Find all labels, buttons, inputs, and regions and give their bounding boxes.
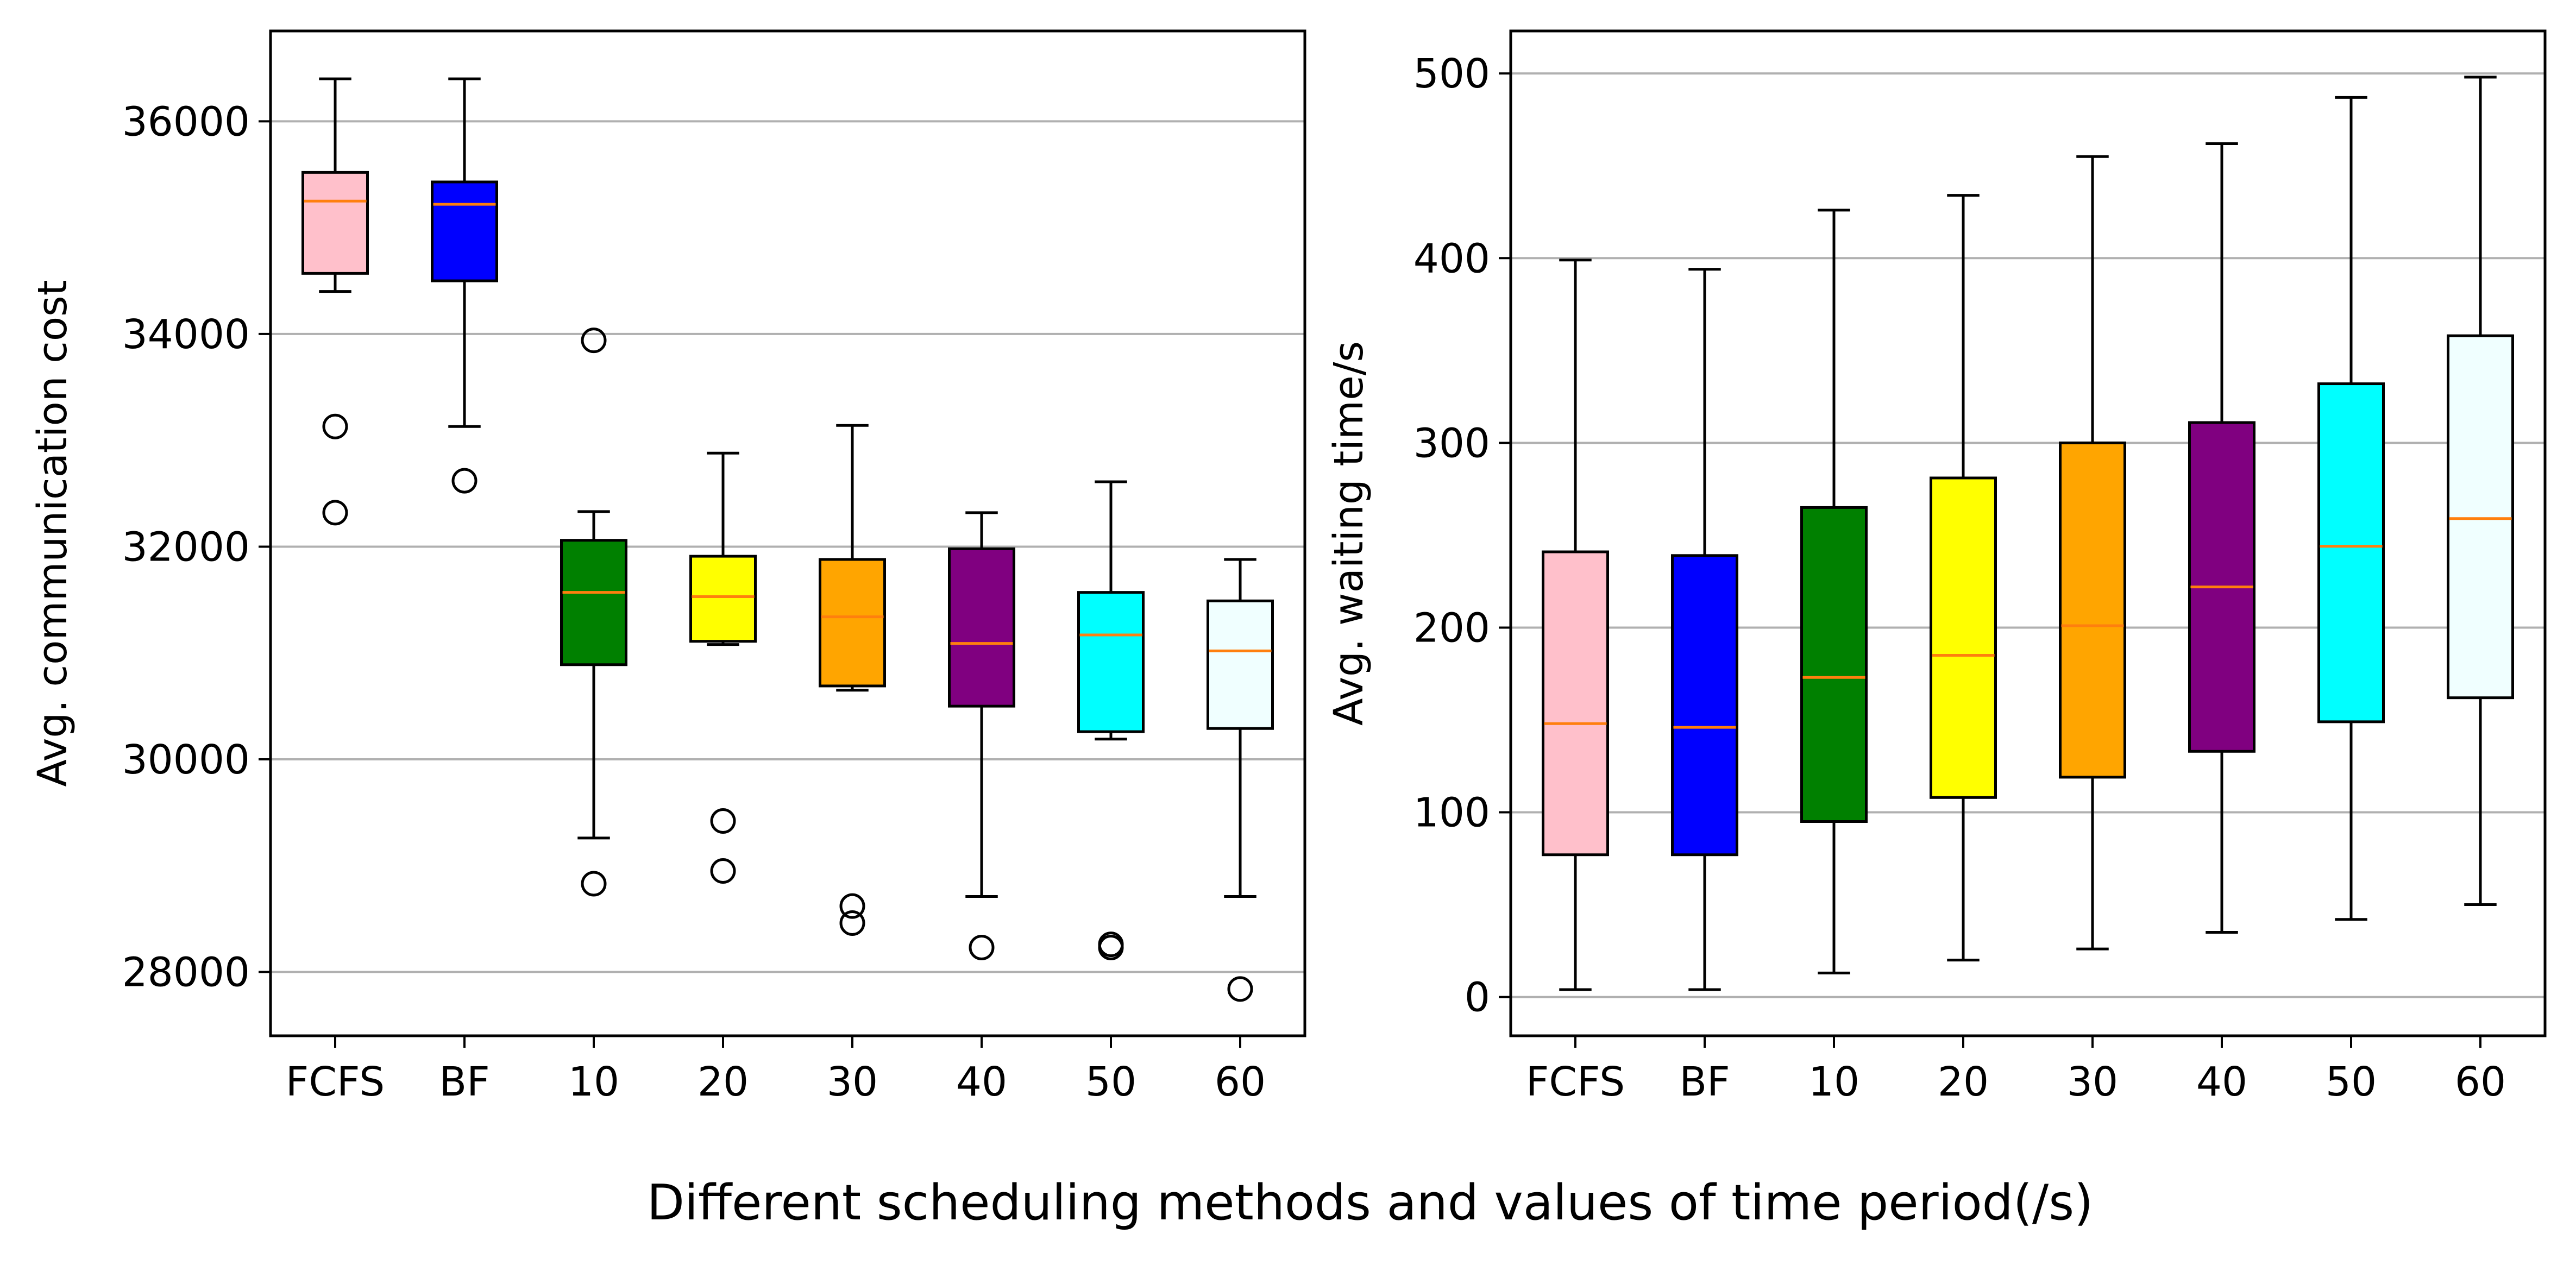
left-y-tick-label-30000: 30000 xyxy=(122,737,250,783)
shared-x-axis-label: Different scheduling methods and values … xyxy=(647,1174,2094,1231)
right-x-ticks: FCFS BF 10 20 30 40 50 60 xyxy=(1526,1036,2506,1105)
right-plot-frame xyxy=(1509,29,2547,1037)
box-body xyxy=(1207,599,1274,730)
left-box-40 xyxy=(948,511,1015,961)
left-box-10 xyxy=(560,328,627,897)
right-x-tick-label-40: 40 xyxy=(2196,1059,2247,1105)
left-x-tick-label-FCFS: FCFS xyxy=(286,1059,385,1105)
right-box-BF xyxy=(1671,268,1738,991)
flier-point xyxy=(969,935,995,961)
flier-point xyxy=(710,808,736,834)
left-x-tick-label-20: 20 xyxy=(698,1059,749,1105)
right-y-tick-label-200: 200 xyxy=(1413,605,1490,651)
left-y-tick-label-34000: 34000 xyxy=(122,311,250,358)
right-x-tick-label-50: 50 xyxy=(2326,1059,2377,1105)
right-x-tick-label-60: 60 xyxy=(2455,1059,2506,1105)
box-body xyxy=(431,180,498,282)
box-body xyxy=(2317,382,2385,723)
box-body xyxy=(1077,591,1145,733)
box-body xyxy=(948,547,1015,708)
flier-point xyxy=(451,468,477,494)
right-y-tick-label-100: 100 xyxy=(1413,790,1490,836)
box-body xyxy=(301,171,369,275)
right-y-tick-label-500: 500 xyxy=(1413,51,1490,97)
left-x-ticks: FCFS BF 10 20 30 40 50 60 xyxy=(286,1036,1266,1105)
flier-point xyxy=(322,413,348,439)
left-y-tick-label-32000: 32000 xyxy=(122,524,250,570)
right-y-ticks: 0 100 200 300 400 500 xyxy=(1413,51,1511,1021)
left-box-50 xyxy=(1077,480,1145,961)
box-body xyxy=(1800,506,1868,823)
left-y-tick-label-36000: 36000 xyxy=(122,98,250,145)
box-body xyxy=(2059,441,2126,779)
flier-point xyxy=(581,328,607,354)
right-y-axis-label: Avg. waiting time/s xyxy=(1325,341,1372,726)
right-y-tick-label-0: 0 xyxy=(1465,974,1490,1021)
left-y-axis-label: Avg. communication cost xyxy=(29,280,76,786)
right-box-60 xyxy=(2447,75,2514,907)
right-x-tick-label-20: 20 xyxy=(1938,1059,1989,1105)
left-boxplots xyxy=(301,77,1274,1002)
left-x-tick-label-60: 60 xyxy=(1215,1059,1266,1105)
right-x-tick-label-10: 10 xyxy=(1808,1059,1859,1105)
left-x-tick-label-40: 40 xyxy=(956,1059,1007,1105)
box-body xyxy=(1542,550,1609,857)
right-box-30 xyxy=(2059,155,2126,951)
left-x-tick-label-BF: BF xyxy=(439,1059,489,1105)
right-x-tick-label-FCFS: FCFS xyxy=(1526,1059,1625,1105)
right-x-tick-label-30: 30 xyxy=(2067,1059,2118,1105)
left-gridlines xyxy=(271,120,1305,973)
left-box-30 xyxy=(819,424,886,936)
right-box-50 xyxy=(2317,96,2385,921)
flier-point xyxy=(581,871,607,897)
left-x-tick-label-10: 10 xyxy=(568,1059,619,1105)
right-boxplots xyxy=(1542,75,2514,991)
right-x-tick-label-BF: BF xyxy=(1679,1059,1730,1105)
left-y-ticks: 28000 30000 32000 34000 36000 xyxy=(122,98,271,996)
box-body xyxy=(560,539,627,666)
flier-point xyxy=(710,858,736,884)
left-plot-frame xyxy=(269,29,1306,1037)
left-x-tick-label-50: 50 xyxy=(1085,1059,1136,1105)
flier-point xyxy=(839,910,865,936)
right-box-20 xyxy=(1930,194,1997,962)
right-box-FCFS xyxy=(1542,259,1609,991)
right-y-tick-label-300: 300 xyxy=(1413,420,1490,467)
left-panel-communication-cost: 28000 30000 32000 34000 36000 FCFS BF 10 20 30 40… xyxy=(29,29,1306,1105)
box-body xyxy=(2447,334,2514,700)
box-body xyxy=(1671,554,1738,857)
flier-point xyxy=(1227,976,1253,1002)
box-body xyxy=(689,555,757,643)
right-panel-waiting-time: 0 100 200 300 400 500 FCFS BF 10 20 30 40 50 60 Avg.… xyxy=(1325,29,2547,1105)
left-box-FCFS xyxy=(301,77,369,526)
right-y-tick-label-400: 400 xyxy=(1413,235,1490,282)
right-box-10 xyxy=(1800,209,1868,974)
left-x-tick-label-30: 30 xyxy=(827,1059,878,1105)
box-body xyxy=(819,558,886,688)
flier-point xyxy=(839,893,865,919)
box-body xyxy=(1930,476,1997,799)
left-box-20 xyxy=(689,451,757,884)
flier-point xyxy=(1098,935,1124,961)
left-box-60 xyxy=(1207,558,1274,1002)
flier-point xyxy=(322,500,348,526)
left-box-BF xyxy=(431,77,498,494)
right-box-40 xyxy=(2188,142,2255,934)
left-y-tick-label-28000: 28000 xyxy=(122,949,250,996)
